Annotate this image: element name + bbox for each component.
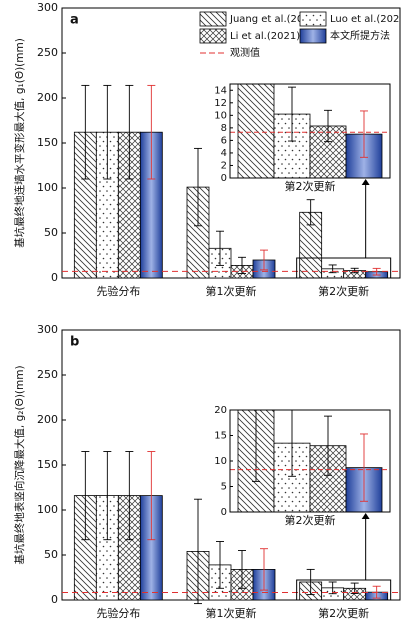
legend-label: Li et al.(2021) bbox=[230, 31, 300, 42]
panel-label: a bbox=[70, 13, 79, 28]
error-bar bbox=[288, 86, 296, 142]
inset-label: 第2次更新 bbox=[285, 179, 336, 193]
y-tick-label: 50 bbox=[44, 548, 58, 561]
y-axis-label: 基坑最终地连墙水平变形最大值, g₁(Θ)(mm) bbox=[13, 38, 26, 248]
error-bar bbox=[252, 410, 260, 482]
inset-y-tick-label: 8 bbox=[221, 123, 227, 134]
inset-frame bbox=[229, 83, 391, 179]
error-bar bbox=[238, 550, 246, 589]
y-tick-label: 150 bbox=[37, 458, 58, 471]
error-bar bbox=[103, 451, 112, 541]
x-tick-label: 先验分布 bbox=[96, 284, 140, 298]
error-bar bbox=[260, 548, 268, 591]
x-tick-label: 第2次更新 bbox=[318, 606, 369, 620]
error-bar bbox=[125, 84, 134, 180]
bar bbox=[237, 84, 275, 178]
error-bar bbox=[328, 581, 337, 595]
y-axis-label: 基坑最终地表竖向沉降最大值, g₂(Θ)(mm) bbox=[13, 365, 26, 564]
inset-y-tick-label: 12 bbox=[214, 98, 227, 109]
inset-y-tick-label: 0 bbox=[221, 173, 227, 184]
error-bar bbox=[324, 109, 332, 143]
inset-y-tick-label: 10 bbox=[214, 456, 227, 467]
error-bar bbox=[216, 541, 224, 589]
y-tick-label: 300 bbox=[37, 323, 58, 336]
y-tick-label: 250 bbox=[37, 368, 58, 381]
error-bar bbox=[81, 451, 90, 541]
error-bar bbox=[194, 498, 202, 605]
error-bar bbox=[350, 582, 359, 594]
x-tick-label: 第1次更新 bbox=[206, 606, 257, 620]
inset-y-tick-label: 20 bbox=[214, 405, 227, 416]
y-tick-label: 200 bbox=[37, 91, 58, 104]
legend-swatch bbox=[199, 11, 227, 27]
legend-swatch bbox=[199, 28, 227, 44]
legend-label: 观测值 bbox=[230, 46, 260, 59]
y-tick-label: 200 bbox=[37, 413, 58, 426]
panel-label: b bbox=[70, 335, 79, 350]
legend-swatch bbox=[299, 11, 327, 27]
error-bar bbox=[350, 267, 359, 274]
zoom-box bbox=[296, 579, 392, 601]
error-bar bbox=[147, 84, 156, 180]
y-tick-label: 100 bbox=[37, 503, 58, 516]
error-bar bbox=[216, 230, 224, 266]
inset-y-tick-label: 6 bbox=[221, 135, 227, 146]
y-tick-label: 250 bbox=[37, 46, 58, 59]
legend-swatch bbox=[299, 28, 327, 44]
error-bar bbox=[194, 147, 202, 227]
inset-y-tick-label: 15 bbox=[214, 431, 227, 442]
legend-label: 本文所提方法 bbox=[330, 29, 390, 42]
inset-y-tick-label: 0 bbox=[221, 507, 227, 518]
inset-y-tick-label: 4 bbox=[221, 148, 227, 159]
x-tick-label: 第1次更新 bbox=[206, 284, 257, 298]
y-tick-label: 0 bbox=[51, 271, 58, 284]
error-bar bbox=[238, 256, 246, 274]
y-tick-label: 0 bbox=[51, 593, 58, 606]
y-tick-label: 150 bbox=[37, 136, 58, 149]
error-bar bbox=[103, 84, 112, 180]
error-bar bbox=[306, 199, 315, 226]
inset-y-tick-label: 10 bbox=[214, 110, 227, 121]
error-bar bbox=[81, 84, 90, 180]
error-bar bbox=[260, 249, 268, 271]
error-bar bbox=[324, 415, 332, 476]
inset-y-tick-label: 2 bbox=[221, 160, 227, 171]
error-bar bbox=[147, 451, 156, 541]
inset-label: 第2次更新 bbox=[285, 513, 336, 527]
error-bar bbox=[306, 568, 315, 596]
inset-y-tick-label: 14 bbox=[214, 85, 227, 96]
y-tick-label: 50 bbox=[44, 226, 58, 239]
error-bar bbox=[288, 410, 296, 477]
error-bar bbox=[360, 110, 368, 158]
inset-y-tick-label: 5 bbox=[221, 482, 227, 493]
x-tick-label: 第2次更新 bbox=[318, 284, 369, 298]
error-bar bbox=[125, 451, 134, 541]
error-bar bbox=[360, 433, 368, 502]
legend-label: Juang et al.(2013) bbox=[229, 14, 320, 25]
y-tick-label: 100 bbox=[37, 181, 58, 194]
x-tick-label: 先验分布 bbox=[96, 606, 140, 620]
legend-label: Luo et al.(202 bbox=[330, 14, 399, 25]
zoom-box bbox=[296, 257, 392, 279]
y-tick-label: 300 bbox=[37, 1, 58, 14]
